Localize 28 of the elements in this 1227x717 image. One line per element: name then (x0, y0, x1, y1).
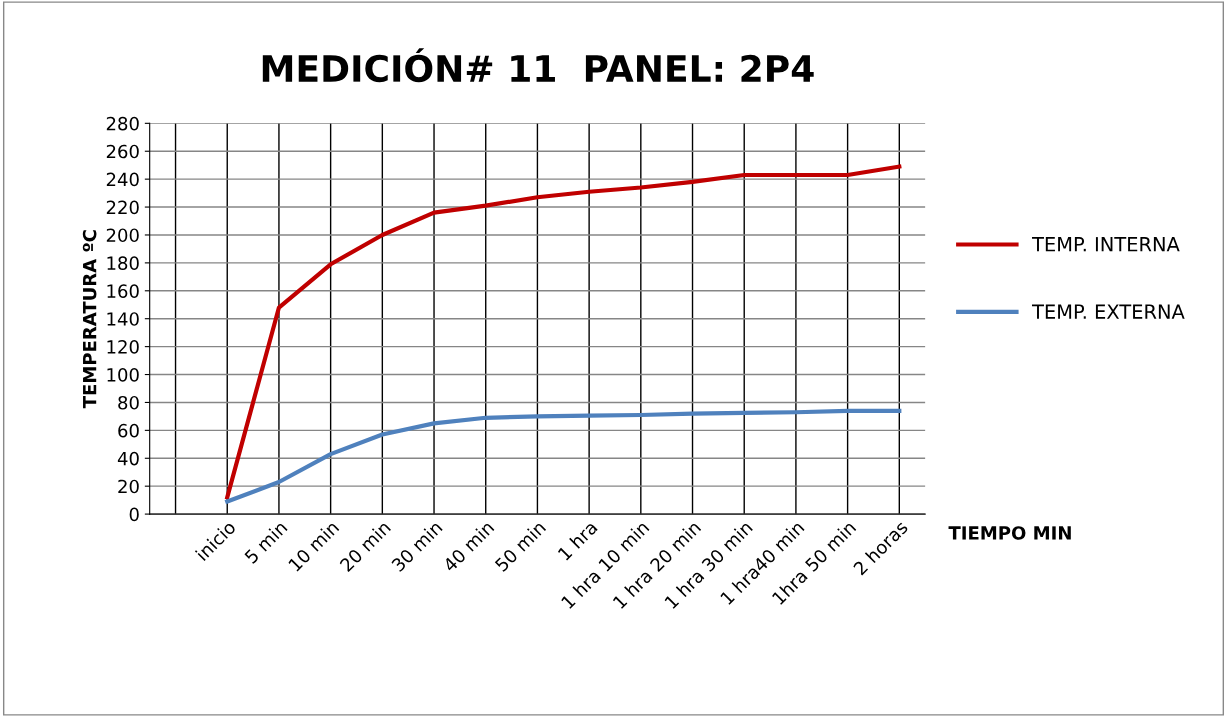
x-tick-label: 50 min (494, 520, 547, 573)
y-tick-label: 60 (118, 423, 139, 438)
x-axis-title: TIEMPO MIN (948, 526, 1071, 540)
x-tick-label: 10 min (287, 520, 340, 572)
y-tick-label: 180 (107, 256, 139, 270)
y-tick-label: 260 (106, 144, 139, 159)
y-tick-label: 220 (106, 200, 139, 215)
y-tick-label: 0 (129, 507, 139, 522)
y-axis-title: TEMPERATURA ºC (82, 230, 97, 409)
legend-label: TEMP. INTERNA (1032, 237, 1180, 252)
y-tick-label: 140 (107, 312, 139, 326)
x-tick-label: 1 hra (557, 520, 598, 561)
line-series (225, 408, 902, 504)
y-tick-label: 80 (118, 395, 139, 410)
y-tick-label: 120 (107, 340, 139, 354)
chart-title: MEDICIÓN# 11 PANEL: 2P4 (262, 48, 814, 83)
y-tick-label: 200 (106, 228, 139, 243)
x-tick-label: 20 min (338, 520, 392, 573)
y-tick-label: 100 (107, 367, 139, 382)
x-tick-label: 5 min (243, 520, 288, 565)
line-series (225, 164, 902, 500)
legend-label: TEMP. EXTERNA (1032, 304, 1185, 319)
y-tick-label: 280 (106, 116, 139, 131)
y-tick-label: 240 (106, 172, 139, 187)
y-tick-label: 40 (117, 451, 139, 466)
x-tick-label: 30 min (390, 520, 443, 573)
y-tick-label: 160 (107, 284, 139, 298)
y-tick-label: 20 (118, 479, 139, 494)
